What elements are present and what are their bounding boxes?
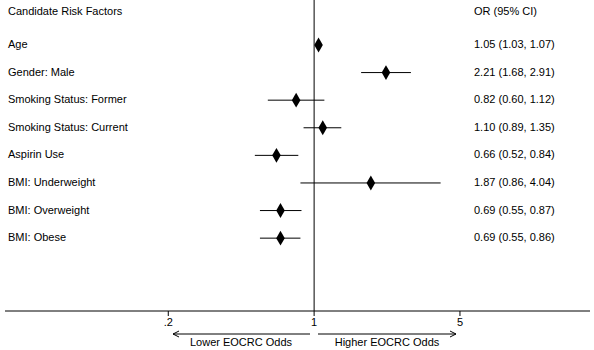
html-text:1.87 (0.86, 4.04): 1.87 (0.86, 4.04) [474, 176, 555, 188]
html-text:BMI: Overweight: BMI: Overweight [8, 203, 90, 216]
html-text:Aspirin Use: Aspirin Use [8, 148, 65, 161]
html-text:Gender: Male: Gender: Male [8, 65, 75, 78]
svg-text:Higher EOCRC Odds: Higher EOCRC Odds [335, 336, 440, 348]
html-text:0.69 (0.55, 0.86): 0.69 (0.55, 0.86) [474, 231, 555, 244]
html-text:OR (95% CI): OR (95% CI) [474, 5, 537, 17]
html-text:BMI: Obese: BMI: Obese [8, 231, 67, 244]
html-text:BMI: Underweight: BMI: Underweight [8, 176, 96, 188]
html-text:Age: Age [8, 38, 28, 50]
svg-text:5: 5 [457, 316, 463, 328]
html-text:2.21 (1.68, 2.91): 2.21 (1.68, 2.91) [474, 65, 555, 78]
html-text:1.05 (1.03, 1.07): 1.05 (1.03, 1.07) [474, 38, 555, 50]
html-text:0.66 (0.52, 0.84): 0.66 (0.52, 0.84) [474, 148, 555, 161]
html-text:1.10 (0.89, 1.35): 1.10 (0.89, 1.35) [474, 120, 555, 133]
svg-text:Lower EOCRC Odds: Lower EOCRC Odds [190, 336, 293, 348]
html-text:Smoking Status: Current: Smoking Status: Current [8, 120, 128, 133]
html-text:Candidate Risk Factors: Candidate Risk Factors [8, 5, 123, 17]
html-text:Smoking Status: Former: Smoking Status: Former [8, 93, 127, 106]
html-text:0.69 (0.55, 0.87): 0.69 (0.55, 0.87) [474, 203, 555, 216]
svg-text:.2: .2 [164, 316, 173, 328]
svg-text:1: 1 [311, 316, 317, 328]
html-text:0.82 (0.60, 1.12): 0.82 (0.60, 1.12) [474, 93, 555, 106]
